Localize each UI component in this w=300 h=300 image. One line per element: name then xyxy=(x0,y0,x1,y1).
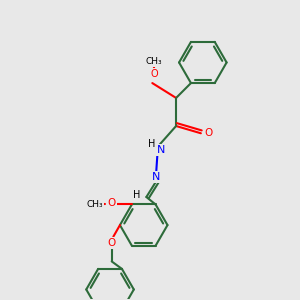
Text: N: N xyxy=(157,145,165,155)
Text: H: H xyxy=(133,190,140,200)
Text: CH₃: CH₃ xyxy=(86,200,103,209)
Text: O: O xyxy=(204,128,212,138)
Text: N: N xyxy=(152,172,160,182)
Text: O: O xyxy=(108,238,116,248)
Text: O: O xyxy=(150,69,158,79)
Text: CH₃: CH₃ xyxy=(146,57,162,66)
Text: O: O xyxy=(107,198,116,208)
Text: H: H xyxy=(148,139,156,149)
